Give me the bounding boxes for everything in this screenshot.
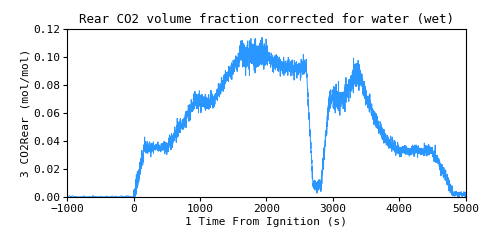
X-axis label: 1 Time From Ignition (s): 1 Time From Ignition (s) [185, 216, 348, 227]
Title: Rear CO2 volume fraction corrected for water (wet): Rear CO2 volume fraction corrected for w… [79, 13, 454, 26]
Y-axis label: 3 CO2Rear (mol/mol): 3 CO2Rear (mol/mol) [21, 49, 30, 177]
